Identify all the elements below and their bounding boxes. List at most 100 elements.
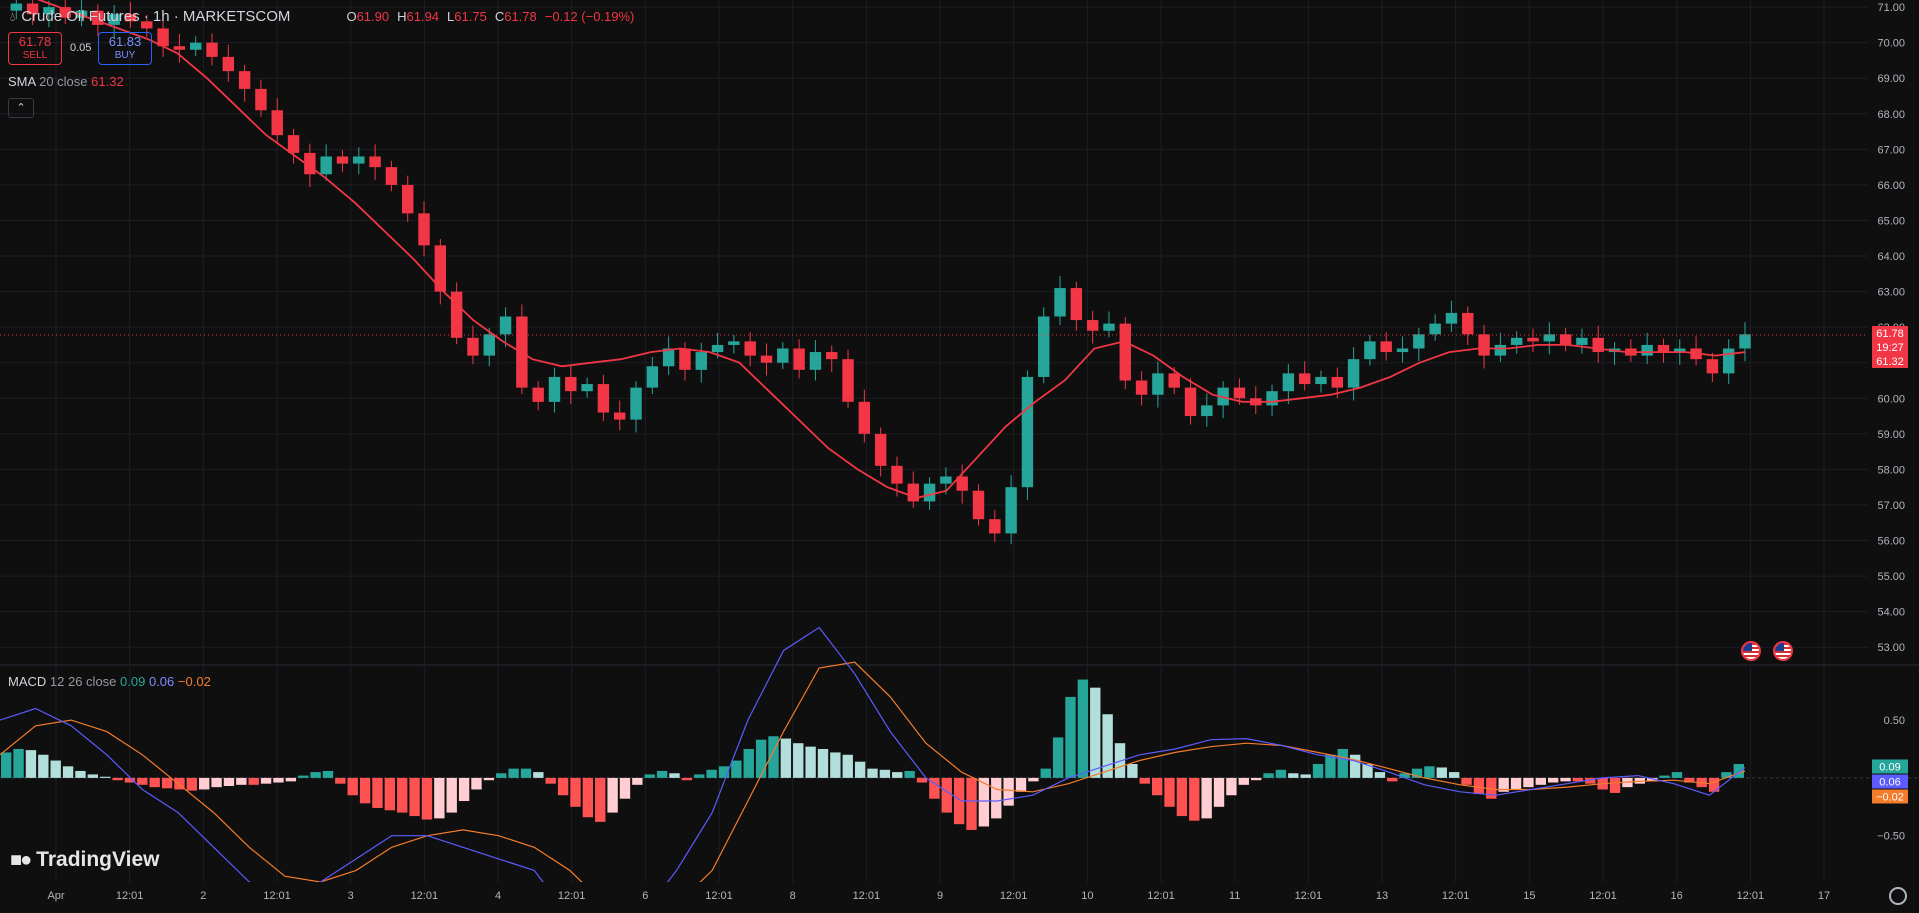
macd-hist-bar xyxy=(1238,777,1249,785)
candle-body xyxy=(1674,348,1686,353)
candle-body xyxy=(1201,405,1213,417)
candle-body xyxy=(1527,337,1539,342)
candle-body xyxy=(972,490,985,520)
us-flag-icon[interactable] xyxy=(1741,641,1761,661)
buy-button[interactable]: 61.83 BUY xyxy=(98,32,152,65)
candle-body xyxy=(907,483,919,502)
macd-hist-bar xyxy=(743,748,754,778)
macd-hist-bar xyxy=(199,777,210,790)
macd-hist-bar xyxy=(1671,772,1683,778)
macd-hist-bar xyxy=(1387,777,1398,782)
macd-hist-bar xyxy=(1374,772,1386,778)
candle-body xyxy=(679,348,691,370)
macd-hist-bar xyxy=(755,739,767,778)
candle-body xyxy=(320,156,332,175)
macd-label-bg xyxy=(1872,774,1908,789)
tradingview-mark-icon: ■● xyxy=(10,848,32,871)
price-label: 19:27 xyxy=(1876,342,1904,354)
candle-body xyxy=(1038,316,1050,377)
macd-hist-bar xyxy=(397,777,408,813)
candle-body xyxy=(304,152,316,175)
candle-body xyxy=(662,348,675,367)
macd-hist-bar xyxy=(310,772,321,778)
macd-hist-bar xyxy=(681,777,693,781)
macd-hist-bar xyxy=(62,766,74,778)
candle-body xyxy=(92,10,104,25)
candle-body xyxy=(923,483,936,502)
macd-hist-bar xyxy=(1250,777,1262,781)
time-tick: 12:01 xyxy=(263,890,291,902)
candle-body xyxy=(222,56,235,72)
macd-hist-bar xyxy=(582,777,594,818)
sell-button[interactable]: 61.78 SELL xyxy=(8,32,62,65)
candle-body xyxy=(1347,359,1360,388)
time-tick: 12:01 xyxy=(1589,890,1617,902)
macd-hist-bar xyxy=(916,777,928,783)
candle-body xyxy=(336,156,349,164)
candle-body xyxy=(418,213,430,246)
candle-body xyxy=(695,352,707,370)
macd-hist-bar xyxy=(1028,777,1039,782)
macd-legend[interactable]: MACD 12 26 close 0.09 0.06 −0.02 xyxy=(8,674,211,689)
candle-body xyxy=(1184,387,1197,417)
change-value: −0.12 (−0.19%) xyxy=(544,9,635,24)
candle-body xyxy=(1657,344,1670,353)
candle-body xyxy=(826,352,838,360)
buy-price: 61.83 xyxy=(108,34,142,49)
candle-body xyxy=(108,14,120,25)
price-label: 61.78 xyxy=(1876,328,1904,340)
macd-hist-bar xyxy=(1609,777,1621,793)
sma-legend[interactable]: SMA 20 close 61.32 xyxy=(8,74,124,89)
macd-hist-bar xyxy=(471,777,482,790)
macd-tick: −0.50 xyxy=(1877,831,1905,843)
us-flag-icon[interactable] xyxy=(1773,641,1793,661)
macd-hist-bar xyxy=(929,777,940,799)
tradingview-logo[interactable]: ■● TradingView xyxy=(10,848,160,872)
macd-hist-bar xyxy=(1461,777,1472,785)
macd-hist-bar xyxy=(1312,764,1324,778)
candle-body xyxy=(744,341,756,356)
macd-hist-bar xyxy=(335,777,346,784)
symbol-title[interactable]: Crude Oil Futures · 1h · MARKETSCOM xyxy=(21,8,291,25)
macd-hist-bar xyxy=(607,777,618,813)
candle-body xyxy=(565,376,577,392)
candle-body xyxy=(385,167,398,185)
macd-hist-bar xyxy=(112,777,123,781)
macd-hist-bar xyxy=(372,777,383,808)
time-tick: 9 xyxy=(937,890,943,902)
settings-icon[interactable] xyxy=(1889,887,1907,905)
macd-hist-bar xyxy=(434,777,445,819)
macd-value: 0.09 xyxy=(120,674,146,689)
macd-params: 12 26 close xyxy=(49,674,117,689)
macd-hist-bar xyxy=(1535,777,1546,785)
time-tick: 16 xyxy=(1671,890,1683,902)
macd-hist-bar xyxy=(941,777,952,813)
candle-body xyxy=(1168,373,1180,388)
candle-body xyxy=(1054,288,1066,317)
macd-hist-bar xyxy=(359,777,371,804)
macd-hist-bar xyxy=(805,746,816,778)
time-tick: 12:01 xyxy=(1737,890,1765,902)
candle-body xyxy=(467,337,479,356)
macd-hist-bar xyxy=(1003,777,1014,806)
macd-hist-bar xyxy=(842,754,853,778)
candle-body xyxy=(271,110,283,136)
macd-hist-bar xyxy=(409,777,420,817)
macd-hist-bar xyxy=(892,772,903,778)
candle-body xyxy=(532,387,544,402)
macd-hist-bar xyxy=(322,770,334,778)
macd-hist-bar xyxy=(1708,777,1720,792)
time-tick: 11 xyxy=(1229,890,1240,902)
candle-body xyxy=(1445,312,1458,324)
macd-hist-bar xyxy=(25,750,37,778)
macd-hist-bar xyxy=(1226,777,1237,796)
candle-body xyxy=(1364,341,1376,360)
macd-hist-bar xyxy=(1213,777,1225,807)
macd-hist-bar xyxy=(1077,679,1089,778)
time-tick: 6 xyxy=(642,890,648,902)
macd-label-bg xyxy=(1872,759,1908,774)
candle-body xyxy=(499,316,512,335)
candle-body xyxy=(26,3,39,15)
collapse-legend-button[interactable]: ⌃ xyxy=(8,98,34,118)
